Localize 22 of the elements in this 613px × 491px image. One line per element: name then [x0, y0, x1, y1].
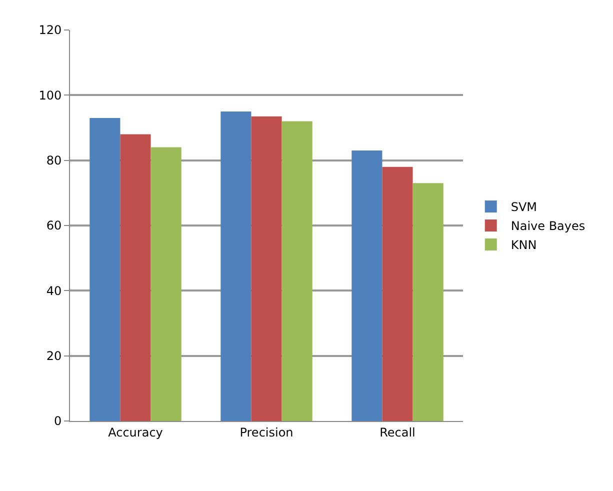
- bar: [382, 166, 413, 421]
- bar: [352, 150, 382, 421]
- y-tick-label: 0: [54, 414, 62, 428]
- y-tick-label: 20: [46, 349, 62, 364]
- y-tick-label: 120: [38, 23, 62, 38]
- bar: [220, 111, 252, 421]
- bar: [120, 134, 151, 421]
- x-tick-label: Precision: [240, 425, 294, 440]
- y-tick-label: 100: [38, 88, 62, 102]
- x-tick-label: Recall: [380, 425, 416, 440]
- legend-label: Naive Bayes: [510, 219, 586, 234]
- y-tick-label: 80: [46, 154, 62, 168]
- x-tick-label: Accuracy: [108, 425, 163, 440]
- y-tick-label: 60: [46, 218, 62, 233]
- legend-label: SVM: [510, 200, 538, 214]
- y-tick-label: 40: [46, 284, 62, 298]
- bar: [150, 147, 182, 421]
- bar: [282, 121, 312, 421]
- bar: [251, 116, 282, 421]
- legend-label: KNN: [510, 238, 537, 252]
- bar: [90, 118, 120, 421]
- bar: [412, 183, 444, 421]
